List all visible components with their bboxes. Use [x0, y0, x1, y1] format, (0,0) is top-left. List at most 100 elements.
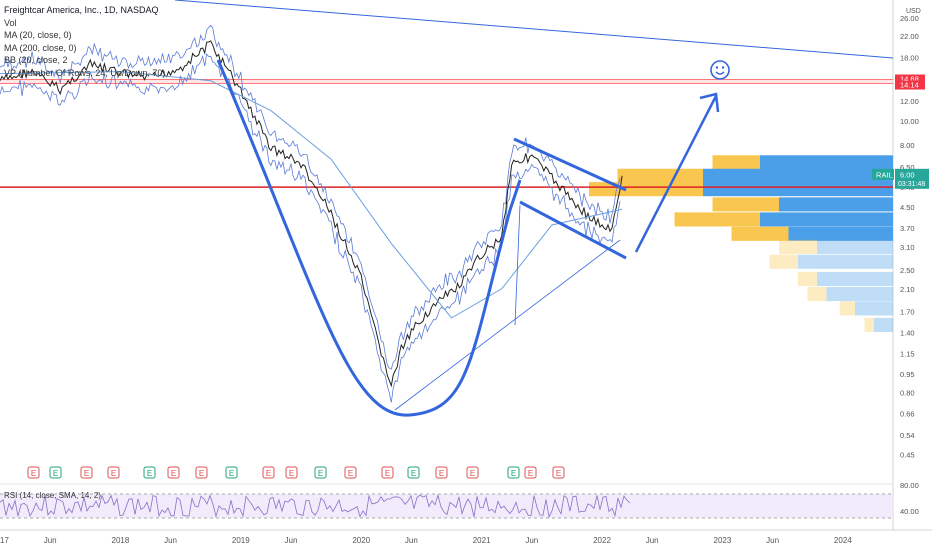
earnings-marker-label: E: [470, 469, 475, 478]
earnings-marker-label: E: [111, 469, 116, 478]
vp-up-bar: [712, 197, 779, 212]
price-axis-tick: 0.54: [900, 431, 915, 440]
time-axis-label: Jun: [646, 536, 659, 545]
legend-vp: VP (Number Of Rows, 24, Up/Down, 70): [4, 67, 166, 78]
price-axis-tick: 12.00: [900, 97, 919, 106]
rsi-axis-tick: 80.00: [900, 481, 919, 490]
earnings-marker: [27, 466, 40, 479]
earnings-marker-label: E: [84, 469, 89, 478]
vp-down-bar: [703, 182, 893, 197]
price-line: [0, 40, 623, 388]
currency-label: USD: [906, 8, 921, 15]
earnings-marker: [524, 466, 537, 479]
earnings-marker-label: E: [289, 469, 294, 478]
price-axis-tick: 4.50: [900, 203, 915, 212]
legend-vol: Vol: [4, 17, 17, 28]
price-axis-tick: 0.45: [900, 451, 915, 460]
earnings-marker-label: E: [511, 469, 516, 478]
vp-up-bar: [839, 301, 855, 316]
vp-down-bar: [703, 168, 893, 183]
earnings-marker: [507, 466, 520, 479]
vp-down-bar: [760, 212, 893, 227]
vp-up-bar: [589, 182, 703, 197]
earnings-marker-label: E: [229, 469, 234, 478]
time-axis-label: Jun: [44, 536, 57, 545]
earnings-marker: [381, 466, 394, 479]
vp-up-bar: [798, 271, 817, 287]
breakout-arrow-head: [699, 92, 720, 113]
price-axis-tick: 3.10: [900, 243, 915, 252]
earnings-marker: [195, 466, 208, 479]
last-price-text: 6.00: [900, 170, 915, 179]
price-axis-tick: 2.50: [900, 266, 915, 275]
earnings-marker: [552, 466, 565, 479]
rsi-line: [0, 493, 631, 519]
earnings-marker-label: E: [53, 469, 58, 478]
price-axis-tick: 22.00: [900, 32, 919, 41]
vp-up-bar: [712, 155, 760, 170]
smiley-outline: [710, 60, 730, 80]
earnings-marker-label: E: [147, 469, 152, 478]
price-tag-upper-text: 14.68: [900, 74, 919, 83]
price-axis-tick: 2.10: [900, 285, 915, 294]
legend-ma20: MA (20, close, 0): [4, 30, 72, 40]
earnings-marker: [344, 466, 357, 479]
smiley-face-icon: [710, 60, 730, 80]
bb-lower: [0, 53, 621, 403]
cup-curve: [216, 59, 522, 417]
downtrend-line: [174, 0, 894, 59]
time-axis-label: Jun: [525, 536, 538, 545]
price-tag-lower: [895, 80, 925, 90]
earnings-marker-label: E: [411, 469, 416, 478]
vp-up-bar: [617, 168, 703, 183]
earnings-marker: [314, 466, 327, 479]
price-axis-tick: 26.00: [900, 14, 919, 23]
earnings-marker: [80, 466, 93, 479]
vp-up-bar: [864, 317, 874, 333]
vp-down-bar: [855, 301, 893, 316]
earnings-marker-label: E: [348, 469, 353, 478]
rsi-label: RSI (14, close, SMA, 14, 2): [4, 491, 101, 500]
earnings-marker-label: E: [528, 469, 533, 478]
earnings-marker-label: E: [318, 469, 323, 478]
bb-upper: [0, 24, 621, 370]
legend-bb: BB (20, close, 2: [4, 55, 68, 65]
last-price-tag: [895, 168, 929, 189]
earnings-marker: [143, 466, 156, 479]
smiley-mouth: [715, 71, 725, 75]
vp-down-bar: [779, 197, 893, 212]
earnings-marker: [285, 466, 298, 479]
upper-zone: [0, 79, 893, 84]
earnings-marker: [262, 466, 275, 479]
legend: Freightcar America, Inc., 1D, NASDAQ Vol…: [4, 4, 165, 79]
price-axis-tick: 0.80: [900, 389, 915, 398]
earnings-marker: [49, 466, 62, 479]
price-tag-lower-text: 14.14: [900, 81, 919, 90]
price-tag-upper: [895, 74, 925, 84]
price-axis-tick: 0.95: [900, 370, 915, 379]
vp-down-bar: [817, 271, 893, 287]
time-axis-label: 2019: [232, 536, 250, 545]
vp-up-bar: [769, 254, 798, 269]
legend-ma200: MA (200, close, 0): [4, 42, 77, 53]
earnings-marker: [407, 466, 420, 479]
time-axis-label: 2020: [352, 536, 370, 545]
ma200-line: [0, 71, 623, 319]
time-axis-label: 2021: [473, 536, 491, 545]
price-axis-tick: 1.15: [900, 350, 915, 359]
earnings-marker-label: E: [199, 469, 204, 478]
time-axis-label: 2022: [593, 536, 611, 545]
time-axis-label: Jun: [766, 536, 779, 545]
breakout-arrow: [634, 95, 718, 253]
price-axis-tick: 3.70: [900, 224, 915, 233]
earnings-marker: [167, 466, 180, 479]
price-axis-tick: 18.00: [900, 54, 919, 63]
earnings-marker: [435, 466, 448, 479]
vp-down-bar: [874, 317, 893, 333]
vp-down-bar: [788, 226, 893, 241]
earnings-marker-label: E: [31, 469, 36, 478]
time-axis-label: Jun: [164, 536, 177, 545]
price-axis-tick: 0.66: [900, 409, 915, 418]
